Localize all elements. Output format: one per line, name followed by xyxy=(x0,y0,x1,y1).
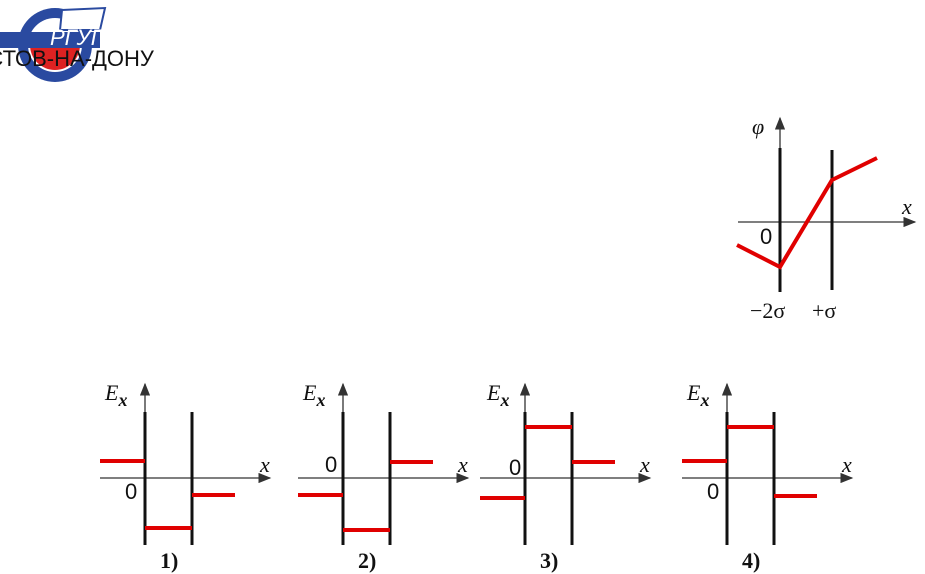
y-label-sub: x xyxy=(699,390,709,410)
x-label: x xyxy=(841,452,852,477)
logo: РГУПС РОСТОВ-НА-ДОНУ xyxy=(0,6,155,82)
right-plate-label: +σ xyxy=(812,298,836,323)
caption: 3) xyxy=(540,548,558,573)
y-label-main: E xyxy=(104,380,119,405)
x-label: x xyxy=(259,452,270,477)
logo-name: РГУПС xyxy=(50,25,123,50)
potential-curve xyxy=(736,156,878,270)
x-label: x xyxy=(901,194,912,219)
y-label: Ex xyxy=(104,380,127,410)
y-label-main: E xyxy=(486,380,501,405)
origin: 0 xyxy=(760,224,772,249)
y-label: Ex xyxy=(486,380,509,410)
y-label: Ex xyxy=(302,380,325,410)
origin: 0 xyxy=(325,452,337,477)
x-label: x xyxy=(639,452,650,477)
potential-graph: φ x 0 −2σ +σ xyxy=(736,114,917,323)
caption: 4) xyxy=(742,548,760,573)
y-label: Ex xyxy=(686,380,709,410)
caption: 1) xyxy=(160,548,178,573)
y-label-sub: x xyxy=(315,390,325,410)
left-plate-label: −2σ xyxy=(750,298,785,323)
origin: 0 xyxy=(707,479,719,504)
origin: 0 xyxy=(509,455,521,480)
y-label: φ xyxy=(752,114,764,139)
origin: 0 xyxy=(125,479,137,504)
y-label-sub: x xyxy=(499,390,509,410)
x-label: x xyxy=(457,452,468,477)
y-label-main: E xyxy=(686,380,701,405)
caption: 2) xyxy=(358,548,376,573)
y-label-sub: x xyxy=(117,390,127,410)
logo-city: РОСТОВ-НА-ДОНУ xyxy=(0,46,155,71)
y-label-main: E xyxy=(302,380,317,405)
